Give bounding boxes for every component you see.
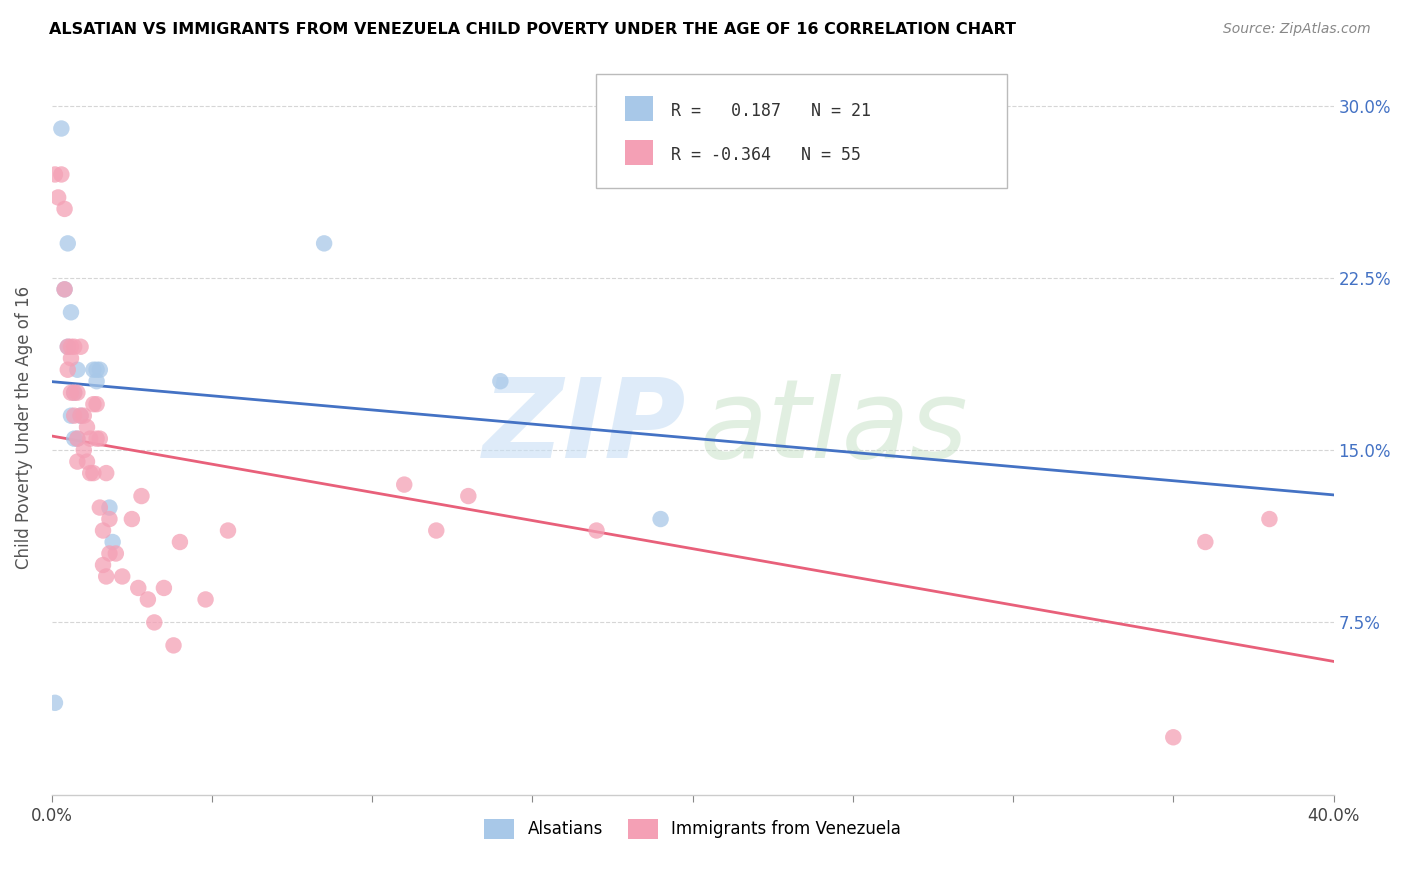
Point xyxy=(394,477,416,491)
Point xyxy=(86,432,108,446)
Point xyxy=(59,409,82,423)
Point xyxy=(66,362,89,376)
Text: ZIP: ZIP xyxy=(482,374,686,481)
Point xyxy=(66,432,89,446)
Point xyxy=(217,524,239,538)
FancyBboxPatch shape xyxy=(624,140,652,165)
Point xyxy=(489,374,512,388)
Point xyxy=(53,202,76,216)
Point xyxy=(89,362,111,376)
Point xyxy=(96,569,118,583)
Point xyxy=(46,190,69,204)
Point xyxy=(82,397,104,411)
Point xyxy=(56,236,79,251)
Point xyxy=(66,432,89,446)
Point xyxy=(98,547,121,561)
Text: Source: ZipAtlas.com: Source: ZipAtlas.com xyxy=(1223,22,1371,37)
Point xyxy=(59,351,82,366)
Point xyxy=(91,524,114,538)
Point xyxy=(79,432,101,446)
Point xyxy=(127,581,149,595)
Legend: Alsatians, Immigrants from Venezuela: Alsatians, Immigrants from Venezuela xyxy=(478,813,908,846)
Point xyxy=(1161,731,1184,745)
Point xyxy=(121,512,143,526)
Point xyxy=(86,362,108,376)
Text: atlas: atlas xyxy=(699,374,967,481)
Point xyxy=(44,168,66,182)
Point xyxy=(162,639,184,653)
Point xyxy=(56,362,79,376)
Point xyxy=(1194,535,1216,549)
Point xyxy=(314,236,336,251)
Point xyxy=(59,305,82,319)
Point xyxy=(51,121,73,136)
Point xyxy=(136,592,159,607)
Point xyxy=(143,615,166,630)
Point xyxy=(131,489,153,503)
Point xyxy=(82,466,104,480)
Point xyxy=(457,489,479,503)
Point xyxy=(89,432,111,446)
Point xyxy=(73,443,96,458)
Y-axis label: Child Poverty Under the Age of 16: Child Poverty Under the Age of 16 xyxy=(15,285,32,569)
Point xyxy=(66,385,89,400)
Point xyxy=(69,409,91,423)
Point xyxy=(91,558,114,572)
Point xyxy=(56,340,79,354)
Point xyxy=(63,340,86,354)
Point xyxy=(53,282,76,296)
Point xyxy=(56,340,79,354)
Point xyxy=(96,466,118,480)
Point xyxy=(66,455,89,469)
FancyBboxPatch shape xyxy=(596,74,1007,188)
Point xyxy=(63,409,86,423)
Point xyxy=(153,581,176,595)
Point xyxy=(79,466,101,480)
Point xyxy=(63,432,86,446)
Point xyxy=(51,168,73,182)
Point xyxy=(63,385,86,400)
Point xyxy=(69,340,91,354)
Point xyxy=(194,592,217,607)
Point xyxy=(86,374,108,388)
Point xyxy=(585,524,607,538)
Text: R = -0.364   N = 55: R = -0.364 N = 55 xyxy=(671,146,860,164)
Point xyxy=(111,569,134,583)
Point xyxy=(86,397,108,411)
Point xyxy=(89,500,111,515)
Point xyxy=(69,409,91,423)
Point xyxy=(76,420,98,434)
Point xyxy=(59,340,82,354)
Point xyxy=(63,385,86,400)
Point xyxy=(44,696,66,710)
Point xyxy=(73,409,96,423)
Point xyxy=(76,455,98,469)
Point xyxy=(650,512,672,526)
FancyBboxPatch shape xyxy=(624,96,652,120)
Point xyxy=(169,535,191,549)
Text: ALSATIAN VS IMMIGRANTS FROM VENEZUELA CHILD POVERTY UNDER THE AGE OF 16 CORRELAT: ALSATIAN VS IMMIGRANTS FROM VENEZUELA CH… xyxy=(49,22,1017,37)
Point xyxy=(425,524,447,538)
Point xyxy=(59,385,82,400)
Point xyxy=(104,547,127,561)
Point xyxy=(98,500,121,515)
Point xyxy=(82,362,104,376)
Point xyxy=(53,282,76,296)
Point xyxy=(98,512,121,526)
Text: R =   0.187   N = 21: R = 0.187 N = 21 xyxy=(671,102,870,120)
Point xyxy=(1258,512,1281,526)
Point xyxy=(101,535,124,549)
